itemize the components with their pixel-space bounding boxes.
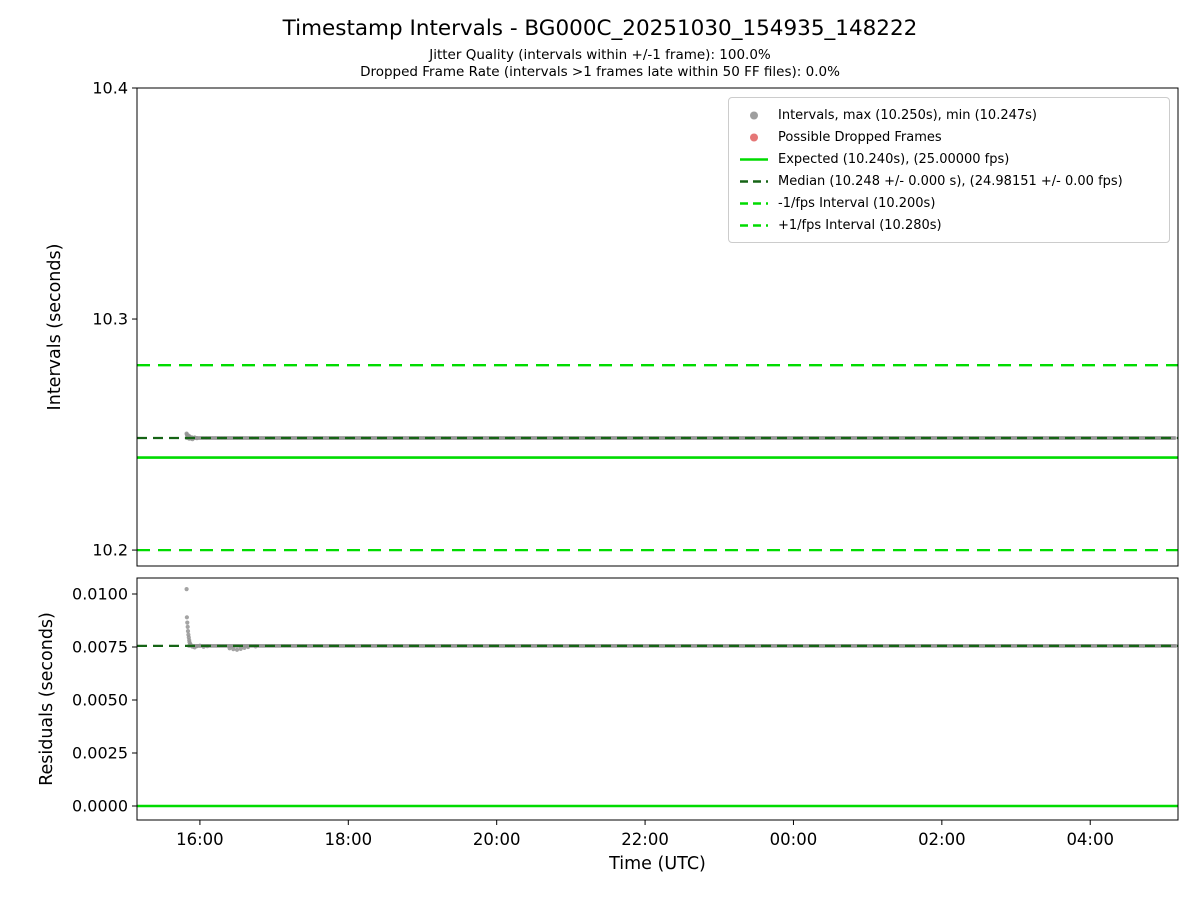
y-tick-label: 0.0100	[72, 585, 128, 604]
x-axis-label: Time (UTC)	[608, 854, 706, 874]
legend-item: +1/fps Interval (10.280s)	[739, 215, 1159, 235]
legend-item-label: Intervals, max (10.250s), min (10.247s)	[778, 107, 1037, 123]
x-tick-label: 20:00	[473, 830, 521, 849]
x-tick-label: 00:00	[770, 830, 818, 849]
y-tick-label: 0.0075	[72, 638, 128, 657]
legend-marker-icon	[750, 111, 758, 119]
x-tick-label: 04:00	[1066, 830, 1114, 849]
legend-item-label: -1/fps Interval (10.200s)	[778, 195, 936, 211]
legend-item-label: Possible Dropped Frames	[778, 129, 942, 145]
residuals-scatter	[184, 587, 1178, 652]
legend-item: Expected (10.240s), (25.00000 fps)	[739, 149, 1159, 169]
dropped-frame-rate-subtitle: Dropped Frame Rate (intervals >1 frames …	[360, 64, 840, 80]
x-tick-label: 16:00	[176, 830, 224, 849]
residuals-axes-border	[136, 577, 1179, 821]
legend: Intervals, max (10.250s), min (10.247s) P…	[728, 97, 1170, 243]
intervals-plot: 10.2 10.3 10.4 Intervals (seconds)	[45, 79, 1179, 567]
x-tick-label: 18:00	[325, 830, 373, 849]
legend-marker-icon	[750, 133, 758, 141]
legend-item-label: Expected (10.240s), (25.00000 fps)	[778, 151, 1010, 167]
legend-item-label: +1/fps Interval (10.280s)	[778, 217, 942, 233]
x-tick-label: 22:00	[621, 830, 669, 849]
y-tick-label: 10.4	[92, 79, 128, 98]
legend-line-icon	[740, 179, 768, 183]
legend-line-icon	[740, 223, 768, 227]
legend-item: Median (10.248 +/- 0.000 s), (24.98151 +…	[739, 171, 1159, 191]
jitter-quality-subtitle: Jitter Quality (intervals within +/-1 fr…	[429, 47, 771, 63]
y-tick-label: 0.0050	[72, 691, 128, 710]
intervals-scatter	[184, 431, 1177, 442]
legend-item: Possible Dropped Frames	[739, 127, 1159, 147]
residuals-y-axis-label: Residuals (seconds)	[37, 612, 57, 786]
legend-item: Intervals, max (10.250s), min (10.247s)	[739, 105, 1159, 125]
legend-line-icon	[740, 157, 768, 161]
intervals-y-axis-label: Intervals (seconds)	[45, 244, 65, 411]
intervals-axes-border	[136, 87, 1179, 567]
residuals-plot: 0.0000 0.0025 0.0050 0.0075 0.0100 Residuals …	[37, 577, 1179, 874]
x-tick-label: 02:00	[918, 830, 966, 849]
y-tick-label: 0.0025	[72, 744, 128, 763]
legend-line-icon	[740, 201, 768, 205]
y-tick-label: 10.3	[92, 310, 128, 329]
y-tick-label: 10.2	[92, 541, 128, 560]
chart-title: Timestamp Intervals - BG000C_20251030_15…	[282, 16, 918, 41]
legend-item-label: Median (10.248 +/- 0.000 s), (24.98151 +…	[778, 173, 1123, 189]
y-tick-label: 0.0000	[72, 797, 128, 816]
legend-item: -1/fps Interval (10.200s)	[739, 193, 1159, 213]
